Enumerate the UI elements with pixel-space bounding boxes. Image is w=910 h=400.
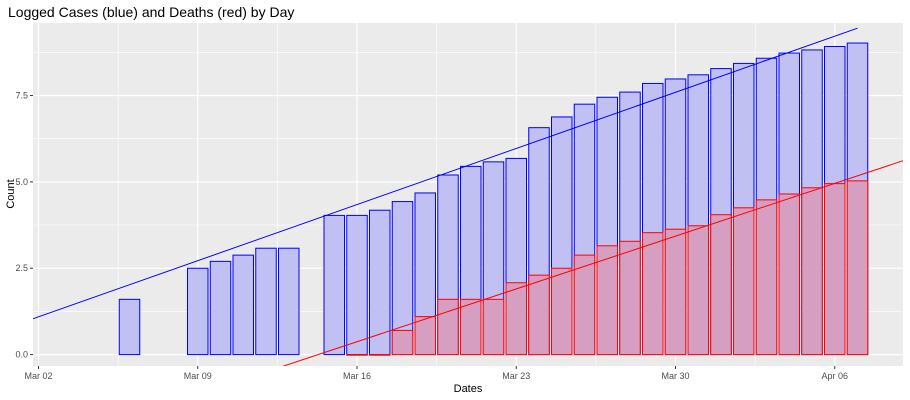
cases-bar: [209, 260, 232, 356]
deaths-bars: [346, 180, 869, 356]
y-tick-label: 7.5: [15, 91, 28, 101]
deaths-bar: [778, 193, 800, 356]
deaths-bar: [551, 267, 573, 356]
deaths-bar: [733, 207, 755, 356]
cases-bar: [232, 254, 254, 356]
deaths-bar: [664, 228, 687, 356]
y-tick-label: 5.0: [15, 177, 28, 187]
deaths-bar: [755, 199, 778, 356]
cases-bar: [118, 298, 141, 356]
x-tick-labels: Mar 02 Mar 09 Mar 16 Mar 23 Mar 30 Apr 06: [24, 371, 848, 381]
axis-ticks: [30, 95, 836, 369]
x-tick-label: Mar 09: [184, 371, 212, 381]
cases-bar: [323, 214, 345, 356]
deaths-bar: [414, 316, 436, 356]
deaths-trend-line: [282, 160, 903, 366]
cases-bar: [369, 209, 391, 356]
cases-trend-line: [33, 27, 858, 320]
y-tick-label: 2.5: [15, 263, 28, 273]
deaths-bar: [437, 298, 459, 356]
trend-lines: [33, 27, 903, 366]
deaths-bar: [801, 187, 823, 356]
deaths-bar: [482, 298, 505, 356]
x-tick-label: Mar 23: [502, 371, 530, 381]
deaths-bar: [391, 329, 414, 356]
chart-title: Logged Cases (blue) and Deaths (red) by …: [8, 4, 294, 20]
y-axis-title: Count: [5, 179, 17, 208]
x-tick-label: Mar 16: [343, 371, 371, 381]
deaths-bar: [573, 254, 596, 356]
deaths-bar: [619, 240, 641, 356]
x-axis-title: Dates: [454, 383, 483, 395]
deaths-bar: [528, 274, 550, 356]
deaths-bar: [824, 183, 846, 356]
deaths-bar: [346, 354, 368, 356]
deaths-bar: [596, 245, 618, 356]
cases-bar: [187, 267, 209, 356]
deaths-bar: [642, 232, 664, 356]
deaths-bar: [369, 354, 391, 356]
deaths-bar: [505, 282, 527, 356]
deaths-bar: [460, 298, 482, 356]
deaths-bar: [846, 180, 869, 356]
deaths-bar: [687, 225, 709, 356]
y-tick-label: 0.0: [15, 350, 28, 360]
x-tick-label: Mar 30: [661, 371, 689, 381]
cases-bar: [255, 247, 277, 356]
deaths-bar: [710, 214, 732, 356]
cases-bar: [346, 214, 368, 356]
cases-bar: [278, 247, 300, 356]
x-tick-label: Mar 02: [24, 371, 52, 381]
y-tick-labels: 0.0 2.5 5.0 7.5: [15, 91, 28, 360]
x-tick-label: Apr 06: [821, 371, 848, 381]
